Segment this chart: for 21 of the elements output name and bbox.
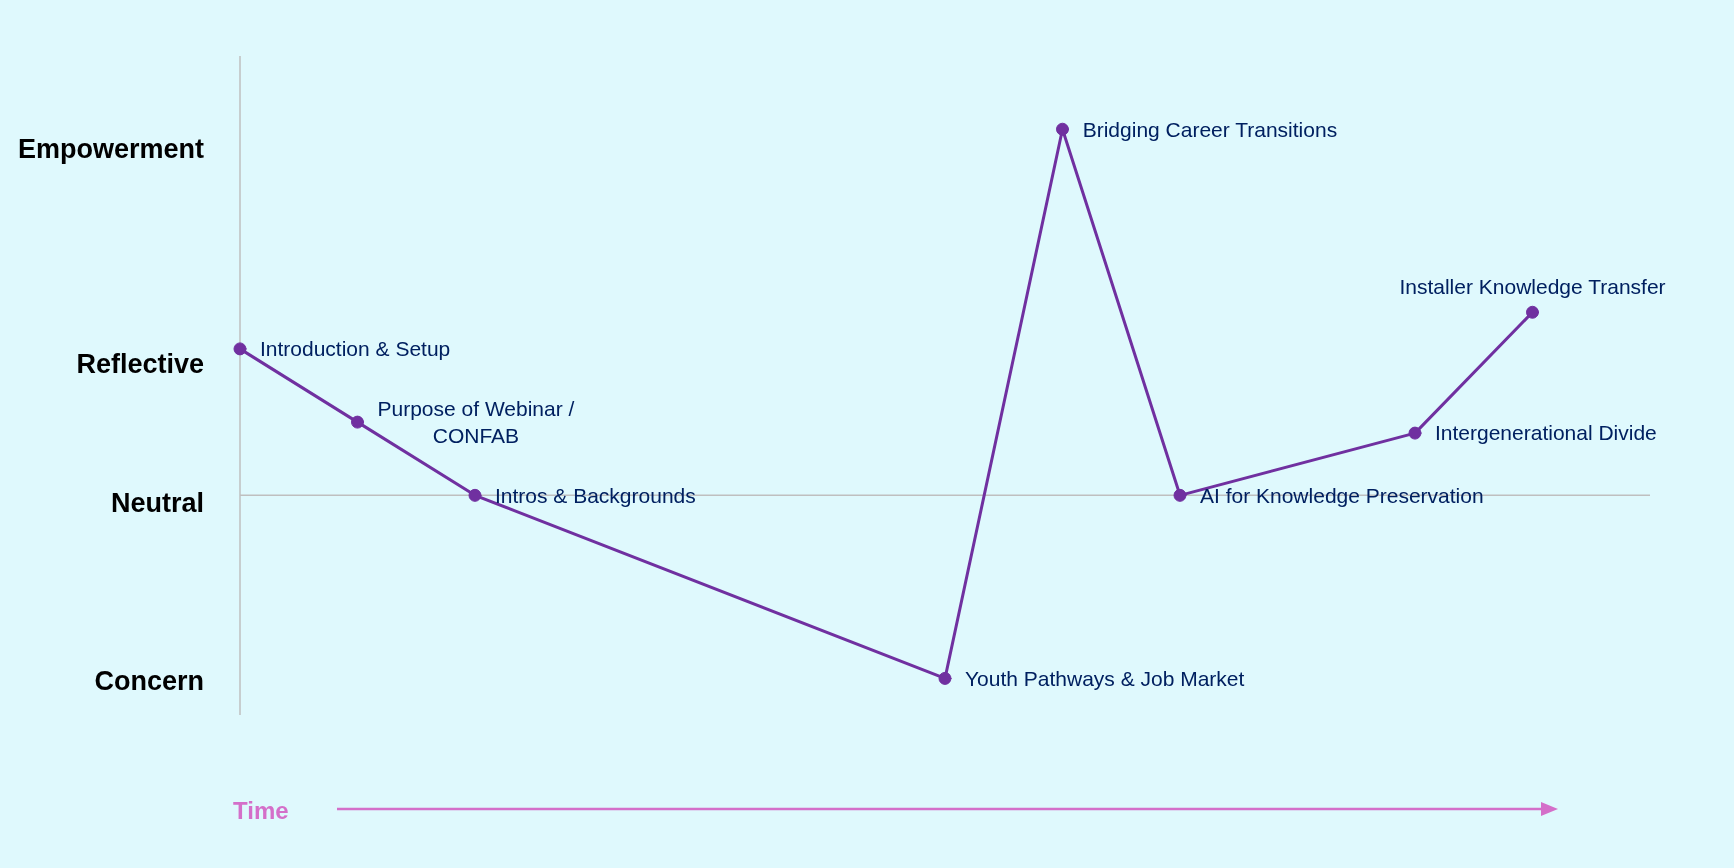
annotation: Installer Knowledge Transfer xyxy=(1399,274,1666,298)
point xyxy=(233,342,247,356)
annotation: Introduction & Setup xyxy=(260,337,451,361)
text: Concern xyxy=(94,665,204,696)
x-axis-title: Time xyxy=(233,797,289,825)
point xyxy=(1408,426,1422,440)
point xyxy=(1056,122,1069,136)
point xyxy=(1173,488,1187,502)
point xyxy=(468,488,482,502)
text: Neutral xyxy=(110,488,204,519)
annotation: Intros & Backgrounds xyxy=(495,483,696,507)
text: Empowerment xyxy=(17,134,204,165)
text: Reflective xyxy=(76,349,204,380)
annotation: Youth Pathways & Job Market xyxy=(964,666,1245,690)
annotation: Intergenerational Divide xyxy=(1434,421,1657,445)
annotation: Bridging Career Transitions xyxy=(1082,117,1338,141)
annotation: AI for Knowledge Preservation xyxy=(1200,483,1484,507)
point xyxy=(938,671,952,685)
point xyxy=(351,415,364,429)
point xyxy=(1526,305,1539,319)
annotation: Purpose of Webinar / CONFAB xyxy=(377,396,575,448)
